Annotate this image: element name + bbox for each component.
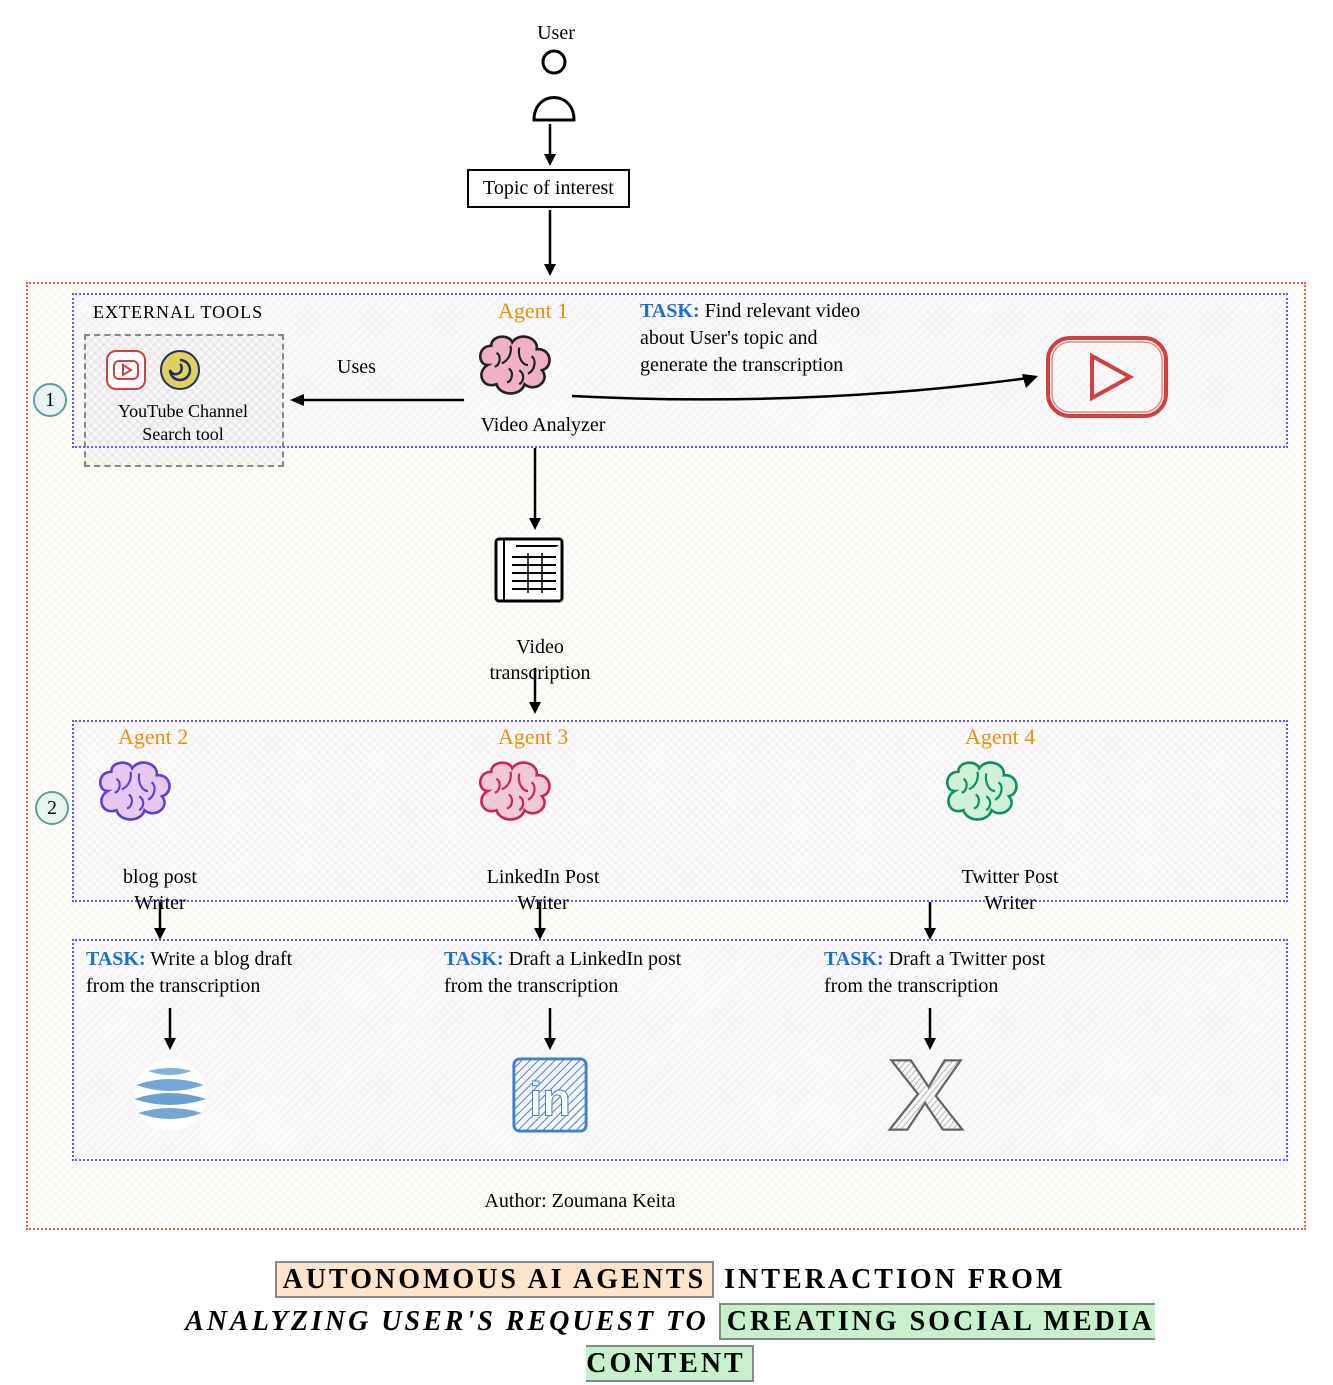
step-badge-2-label: 2 — [47, 797, 57, 820]
user-label: User — [516, 22, 596, 45]
task3: TASK: Draft a LinkedIn post from the tra… — [444, 946, 724, 1000]
agent2-label: Agent 2 — [118, 724, 188, 750]
step-badge-1-label: 1 — [45, 389, 55, 412]
agent3-name: LinkedIn Post Writer — [468, 838, 618, 916]
topic-box: Topic of interest — [467, 169, 630, 208]
agent1-name: Video Analyzer — [468, 414, 618, 437]
region-agents234 — [72, 720, 1288, 902]
transcription-label: Video transcription — [465, 608, 615, 686]
agent2-brain-icon — [89, 756, 179, 826]
arrow-user-topic — [540, 124, 560, 169]
blog-icon — [130, 1055, 210, 1135]
agent4-name: Twitter Post Writer — [935, 838, 1085, 916]
step-badge-1: 1 — [33, 383, 67, 417]
task1: TASK: Find relevant video about User's t… — [640, 298, 940, 379]
title-line2-pre: ANALYZING USER'S REQUEST TO — [185, 1306, 719, 1337]
agent3-label: Agent 3 — [498, 724, 568, 750]
topic-label: Topic of interest — [483, 177, 614, 199]
uses-label: Uses — [337, 356, 376, 379]
step-badge-2: 2 — [35, 791, 69, 825]
task2: TASK: Write a blog draft from the transc… — [86, 946, 346, 1000]
task4: TASK: Draft a Twitter post from the tran… — [824, 946, 1104, 1000]
svg-text:in: in — [529, 1073, 571, 1125]
agent4-label: Agent 4 — [965, 724, 1035, 750]
diagram-title: AUTONOMOUS AI AGENTS INTERACTION FROM AN… — [115, 1259, 1225, 1385]
twitter-x-icon — [886, 1055, 966, 1135]
linkedin-icon: in — [510, 1055, 590, 1135]
swirl-tool-icon — [160, 350, 200, 390]
agent3-brain-icon — [469, 756, 559, 826]
title-line1-post: INTERACTION FROM — [714, 1264, 1065, 1295]
arrow-topic-agent1 — [540, 210, 560, 280]
title-highlight-1: AUTONOMOUS AI AGENTS — [275, 1261, 715, 1298]
agent1-label: Agent 1 — [498, 298, 568, 324]
youtube-output-icon — [1042, 332, 1172, 422]
agent4-brain-icon — [936, 756, 1026, 826]
agent2-name: blog post Writer — [100, 838, 220, 916]
external-tools-label: YouTube Channel Search tool — [98, 400, 268, 445]
youtube-tool-icon — [106, 350, 146, 390]
user-icon — [524, 48, 584, 124]
author-label: Author: Zoumana Keita — [460, 1190, 700, 1213]
external-tools-title: EXTERNAL TOOLS — [93, 302, 263, 323]
task1-prefix: TASK: — [640, 300, 700, 322]
transcription-doc-icon — [492, 535, 566, 605]
agent1-brain-icon — [469, 330, 559, 400]
diagram-canvas: User Topic of interest 1 EXTERNAL TOOLS … — [0, 0, 1333, 1359]
